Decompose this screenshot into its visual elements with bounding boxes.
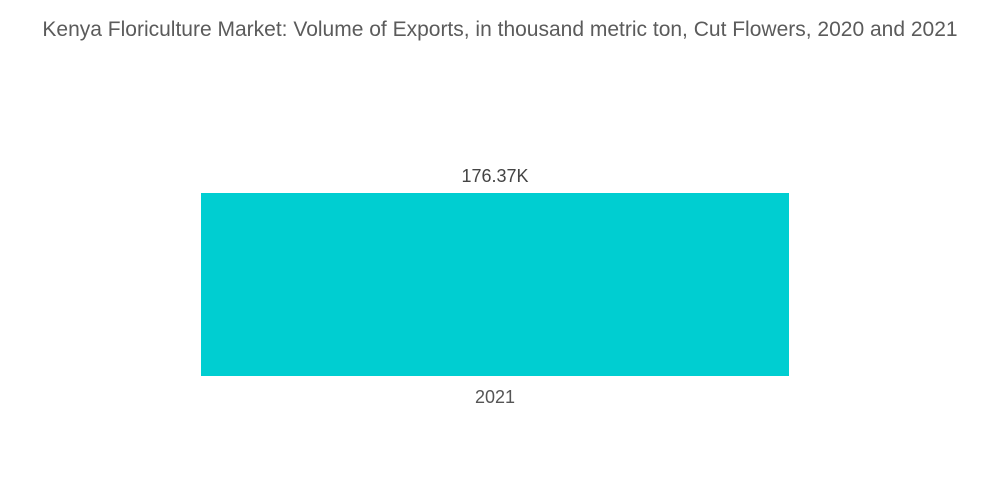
- chart-title: Kenya Floriculture Market: Volume of Exp…: [42, 18, 958, 41]
- x-axis-tick-labels: 2021: [475, 387, 515, 407]
- data-label-group: 176.37K: [461, 166, 528, 186]
- x-tick-label-2021: 2021: [475, 387, 515, 407]
- bar-group: [201, 193, 789, 376]
- data-label-2021: 176.37K: [461, 166, 528, 186]
- bar-2021: [201, 193, 789, 376]
